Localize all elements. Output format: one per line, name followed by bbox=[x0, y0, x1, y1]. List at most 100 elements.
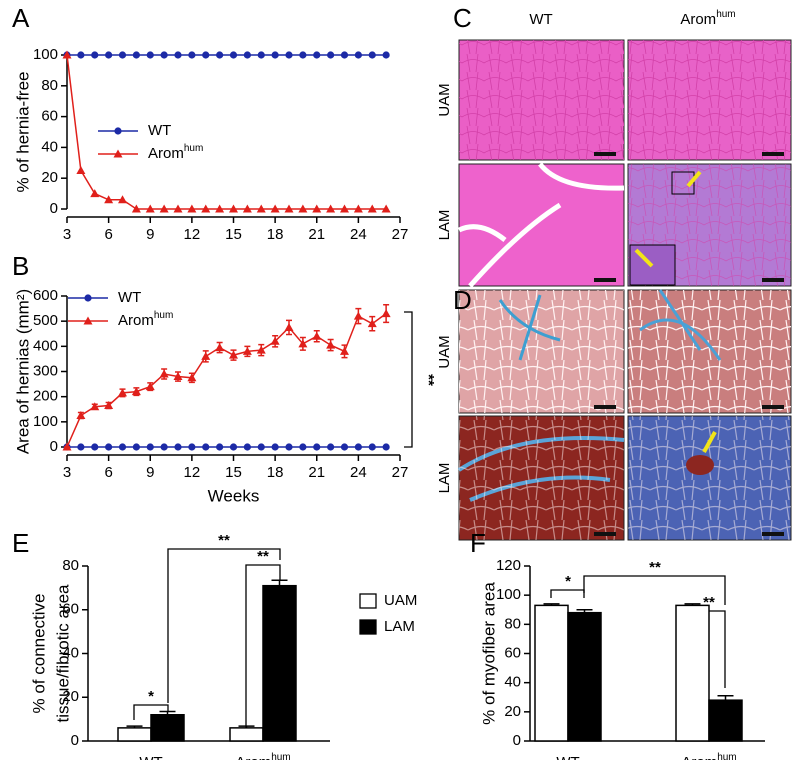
marker bbox=[327, 443, 335, 451]
marker bbox=[270, 204, 280, 213]
x-tick-label: 21 bbox=[308, 226, 325, 243]
marker bbox=[313, 51, 321, 59]
y-tick-label: 400 bbox=[33, 337, 58, 354]
marker bbox=[242, 346, 252, 355]
marker bbox=[146, 51, 154, 59]
bar bbox=[567, 611, 602, 742]
marker bbox=[313, 443, 321, 451]
marker bbox=[77, 51, 85, 59]
legend-marker bbox=[83, 316, 93, 325]
y-tick-label: 80 bbox=[62, 557, 79, 574]
marker bbox=[326, 340, 336, 349]
marker bbox=[145, 204, 155, 213]
marker bbox=[118, 443, 127, 451]
legend-swatch bbox=[359, 593, 377, 609]
x-tick-label: 6 bbox=[104, 226, 112, 243]
marker bbox=[76, 411, 86, 420]
x-tick-label: 15 bbox=[225, 226, 242, 243]
row-label: UAM bbox=[436, 335, 453, 368]
x-tick-label-sup: hum bbox=[271, 752, 290, 760]
marker bbox=[201, 204, 211, 213]
significance-bracket bbox=[167, 548, 281, 703]
bar bbox=[675, 604, 710, 742]
annotation: * bbox=[565, 573, 571, 590]
marker bbox=[77, 443, 85, 451]
marker bbox=[243, 443, 251, 451]
legend-label: LAM bbox=[384, 618, 415, 635]
legend-marker bbox=[113, 149, 123, 158]
column-label: Aromhum bbox=[680, 9, 735, 28]
marker bbox=[299, 51, 307, 59]
marker bbox=[327, 51, 335, 59]
annotation: ** bbox=[257, 548, 269, 565]
x-tick-label: 21 bbox=[308, 464, 325, 481]
y-tick-label: 80 bbox=[504, 615, 521, 632]
column-label-sup: hum bbox=[716, 9, 735, 20]
y-tick-label: 0 bbox=[513, 732, 521, 749]
annotation: * bbox=[148, 688, 154, 705]
marker bbox=[174, 443, 182, 451]
x-tick-label-text: Arom bbox=[681, 754, 717, 760]
marker bbox=[188, 51, 196, 59]
marker bbox=[216, 51, 224, 59]
y-tick-label: 200 bbox=[33, 388, 58, 405]
annotation: ** bbox=[218, 532, 230, 549]
marker bbox=[354, 51, 362, 59]
marker bbox=[353, 204, 363, 213]
marker bbox=[257, 51, 265, 59]
marker bbox=[381, 309, 391, 318]
x-tick-label: 6 bbox=[104, 464, 112, 481]
marker bbox=[173, 204, 183, 213]
marker bbox=[62, 50, 72, 59]
marker bbox=[187, 204, 197, 213]
marker bbox=[353, 311, 363, 320]
row-label: LAM bbox=[436, 463, 453, 494]
marker bbox=[284, 322, 294, 331]
y-axis-label: % of myofiber area bbox=[479, 582, 498, 725]
legend-label: WT bbox=[148, 122, 171, 139]
significance-bracket bbox=[550, 589, 585, 598]
marker bbox=[298, 339, 308, 348]
marker bbox=[312, 204, 322, 213]
significance-bracket bbox=[133, 704, 169, 720]
marker bbox=[256, 345, 266, 354]
marker bbox=[271, 51, 279, 59]
panel-letter: C bbox=[453, 3, 472, 33]
x-tick-label: 27 bbox=[392, 464, 409, 481]
error-bar bbox=[271, 579, 288, 586]
marker bbox=[326, 204, 336, 213]
marker bbox=[174, 51, 182, 59]
marker bbox=[62, 442, 72, 451]
x-tick-label-text: WT bbox=[139, 754, 162, 760]
marker bbox=[242, 204, 252, 213]
y-tick-label: 20 bbox=[41, 169, 58, 186]
panel-letter: D bbox=[453, 285, 472, 315]
y-tick-label: 80 bbox=[41, 77, 58, 94]
annotation: ** bbox=[649, 559, 661, 576]
histology-c bbox=[457, 39, 792, 288]
marker bbox=[340, 346, 349, 355]
marker bbox=[215, 204, 225, 213]
marker bbox=[132, 443, 140, 451]
marker bbox=[285, 51, 293, 59]
marker bbox=[201, 351, 211, 360]
bar bbox=[534, 604, 569, 742]
x-tick-label: 24 bbox=[350, 226, 367, 243]
x-tick-label: 9 bbox=[146, 464, 154, 481]
marker bbox=[216, 443, 224, 451]
marker bbox=[299, 443, 307, 451]
y-tick-label: 0 bbox=[71, 732, 79, 749]
marker bbox=[105, 51, 113, 59]
marker bbox=[367, 204, 377, 213]
bar bbox=[229, 727, 264, 742]
marker bbox=[145, 382, 155, 391]
annotation: ** bbox=[420, 374, 437, 386]
marker bbox=[90, 189, 100, 198]
x-tick-label: 18 bbox=[267, 464, 284, 481]
significance-bracket bbox=[245, 564, 281, 733]
x-tick-label-text: WT bbox=[556, 754, 579, 760]
marker bbox=[340, 51, 349, 59]
x-tick-label-text: Arom bbox=[235, 754, 271, 760]
marker bbox=[229, 443, 238, 451]
